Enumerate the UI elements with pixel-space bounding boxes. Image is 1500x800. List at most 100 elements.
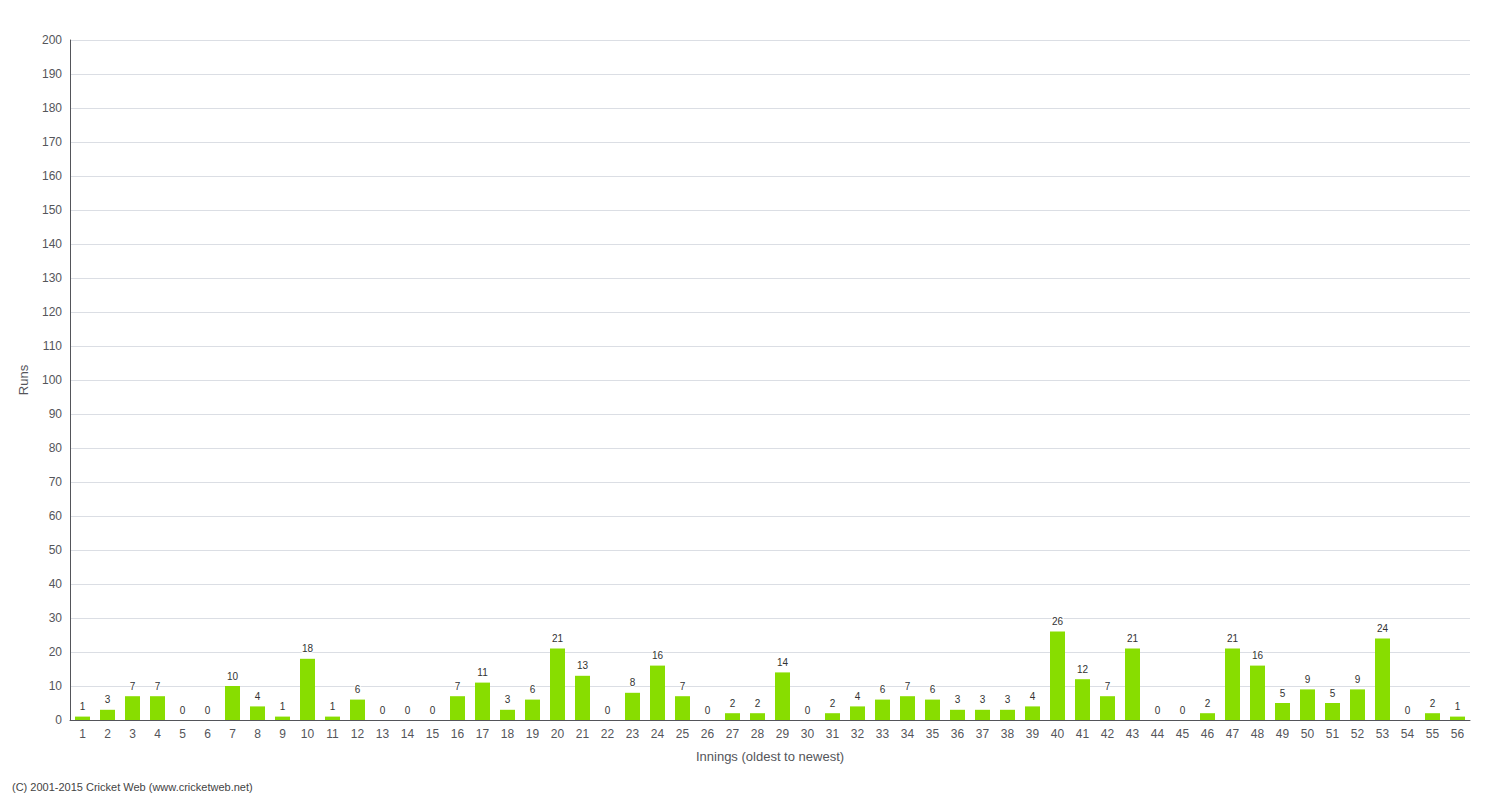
svg-text:55: 55 (1426, 727, 1440, 741)
svg-text:0: 0 (805, 705, 811, 716)
svg-text:24: 24 (1377, 623, 1389, 634)
svg-text:44: 44 (1151, 727, 1165, 741)
svg-text:43: 43 (1126, 727, 1140, 741)
svg-text:6: 6 (930, 684, 936, 695)
svg-text:2: 2 (755, 698, 761, 709)
svg-text:16: 16 (1252, 650, 1264, 661)
svg-text:4: 4 (154, 727, 161, 741)
svg-text:7: 7 (229, 727, 236, 741)
svg-text:20: 20 (49, 645, 63, 659)
svg-text:38: 38 (1001, 727, 1015, 741)
svg-text:2: 2 (1430, 698, 1436, 709)
svg-text:13: 13 (577, 660, 589, 671)
svg-text:3: 3 (1005, 694, 1011, 705)
svg-text:51: 51 (1326, 727, 1340, 741)
svg-text:40: 40 (1051, 727, 1065, 741)
svg-text:13: 13 (376, 727, 390, 741)
svg-text:8: 8 (630, 677, 636, 688)
svg-text:34: 34 (901, 727, 915, 741)
svg-text:3: 3 (105, 694, 111, 705)
svg-text:25: 25 (676, 727, 690, 741)
svg-text:140: 140 (42, 237, 62, 251)
svg-text:9: 9 (1305, 674, 1311, 685)
svg-text:4: 4 (855, 691, 861, 702)
svg-text:11: 11 (326, 727, 339, 741)
svg-text:50: 50 (1301, 727, 1315, 741)
svg-text:130: 130 (42, 271, 62, 285)
svg-text:0: 0 (605, 705, 611, 716)
svg-text:54: 54 (1401, 727, 1415, 741)
svg-text:30: 30 (49, 611, 63, 625)
svg-text:7: 7 (130, 681, 136, 692)
svg-text:7: 7 (155, 681, 161, 692)
svg-text:24: 24 (651, 727, 665, 741)
svg-text:5: 5 (1280, 688, 1286, 699)
svg-text:1: 1 (330, 701, 336, 712)
svg-text:7: 7 (1105, 681, 1111, 692)
svg-text:23: 23 (626, 727, 640, 741)
svg-text:33: 33 (876, 727, 890, 741)
svg-text:9: 9 (279, 727, 286, 741)
svg-text:6: 6 (880, 684, 886, 695)
svg-text:150: 150 (42, 203, 62, 217)
svg-text:5: 5 (179, 727, 186, 741)
svg-text:2: 2 (1205, 698, 1211, 709)
svg-text:41: 41 (1076, 727, 1090, 741)
svg-text:37: 37 (976, 727, 990, 741)
svg-text:8: 8 (254, 727, 261, 741)
svg-text:0: 0 (705, 705, 711, 716)
svg-text:6: 6 (530, 684, 536, 695)
svg-text:120: 120 (42, 305, 62, 319)
svg-text:0: 0 (55, 713, 62, 727)
svg-text:21: 21 (1127, 633, 1139, 644)
svg-text:40: 40 (49, 577, 63, 591)
svg-text:9: 9 (1355, 674, 1361, 685)
svg-text:170: 170 (42, 135, 62, 149)
svg-text:22: 22 (601, 727, 615, 741)
svg-text:110: 110 (43, 339, 62, 353)
svg-text:28: 28 (751, 727, 765, 741)
svg-text:0: 0 (380, 705, 386, 716)
svg-text:0: 0 (405, 705, 411, 716)
svg-text:35: 35 (926, 727, 940, 741)
svg-text:16: 16 (652, 650, 664, 661)
svg-text:21: 21 (576, 727, 590, 741)
svg-text:18: 18 (501, 727, 515, 741)
svg-text:3: 3 (980, 694, 986, 705)
svg-text:21: 21 (552, 633, 564, 644)
svg-text:0: 0 (1155, 705, 1161, 716)
svg-text:29: 29 (776, 727, 790, 741)
svg-text:1: 1 (79, 727, 86, 741)
svg-text:1: 1 (280, 701, 286, 712)
svg-text:26: 26 (701, 727, 715, 741)
svg-text:27: 27 (726, 727, 740, 741)
svg-text:2: 2 (730, 698, 736, 709)
svg-text:2: 2 (830, 698, 836, 709)
svg-text:0: 0 (1405, 705, 1411, 716)
svg-text:80: 80 (49, 441, 63, 455)
svg-text:39: 39 (1026, 727, 1040, 741)
svg-text:15: 15 (426, 727, 440, 741)
svg-text:42: 42 (1101, 727, 1115, 741)
svg-text:160: 160 (42, 169, 62, 183)
svg-text:(C) 2001-2015 Cricket Web (www: (C) 2001-2015 Cricket Web (www.cricketwe… (12, 781, 253, 793)
svg-text:6: 6 (355, 684, 361, 695)
svg-text:18: 18 (302, 643, 314, 654)
svg-text:100: 100 (42, 373, 62, 387)
svg-text:14: 14 (401, 727, 415, 741)
svg-text:Innings (oldest to newest): Innings (oldest to newest) (696, 749, 844, 764)
svg-text:60: 60 (49, 509, 63, 523)
svg-text:53: 53 (1376, 727, 1390, 741)
svg-text:2: 2 (104, 727, 111, 741)
svg-text:36: 36 (951, 727, 965, 741)
svg-text:0: 0 (205, 705, 211, 716)
svg-text:1: 1 (1455, 701, 1461, 712)
svg-text:7: 7 (680, 681, 686, 692)
svg-text:21: 21 (1227, 633, 1239, 644)
svg-text:12: 12 (1077, 664, 1089, 675)
svg-text:7: 7 (905, 681, 911, 692)
svg-text:1: 1 (80, 701, 86, 712)
svg-text:5: 5 (1330, 688, 1336, 699)
svg-text:50: 50 (49, 543, 63, 557)
svg-text:16: 16 (451, 727, 465, 741)
